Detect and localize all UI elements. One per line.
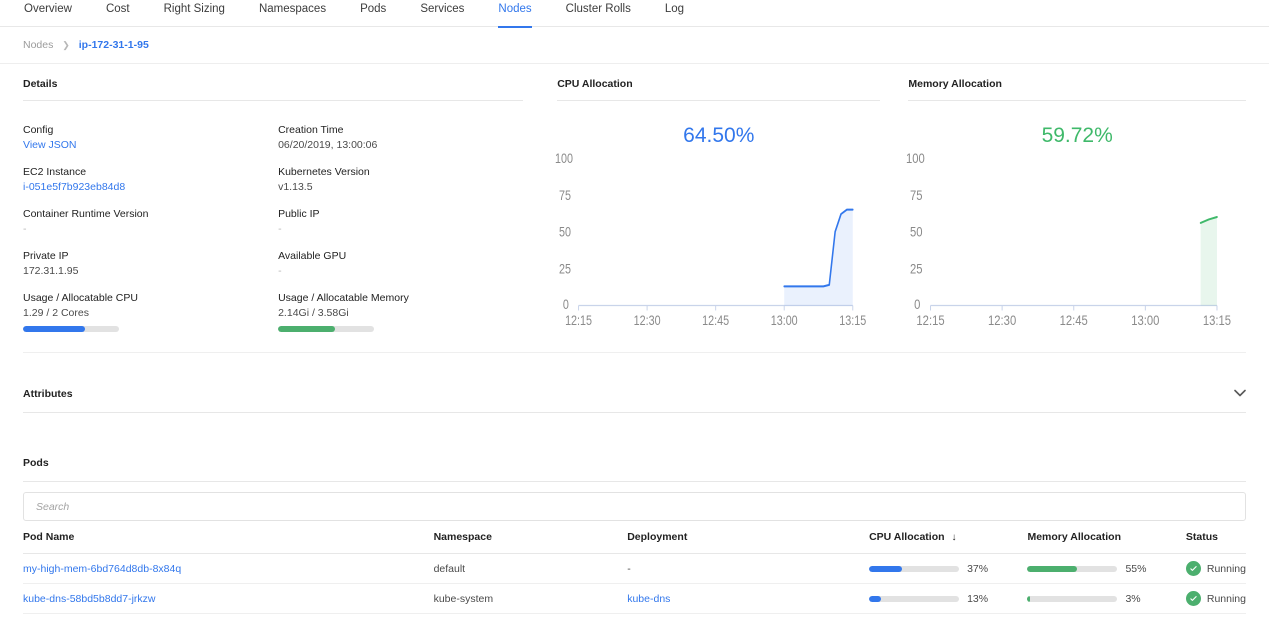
svg-text:50: 50 xyxy=(559,225,571,240)
svg-text:50: 50 xyxy=(910,225,923,240)
svg-text:12:30: 12:30 xyxy=(988,313,1016,328)
svg-text:25: 25 xyxy=(559,261,571,276)
svg-text:12:15: 12:15 xyxy=(565,313,592,328)
svg-text:12:30: 12:30 xyxy=(634,313,661,328)
svg-text:12:15: 12:15 xyxy=(917,313,945,328)
svg-text:75: 75 xyxy=(559,188,571,203)
svg-text:100: 100 xyxy=(906,151,925,166)
svg-text:13:15: 13:15 xyxy=(839,313,866,328)
svg-text:25: 25 xyxy=(910,262,923,277)
svg-text:13:00: 13:00 xyxy=(1132,313,1160,328)
svg-text:100: 100 xyxy=(555,151,573,166)
svg-text:0: 0 xyxy=(915,297,921,312)
svg-text:13:15: 13:15 xyxy=(1203,313,1231,328)
svg-text:12:45: 12:45 xyxy=(702,313,729,328)
svg-text:13:00: 13:00 xyxy=(771,313,798,328)
svg-text:0: 0 xyxy=(563,297,569,312)
svg-text:12:45: 12:45 xyxy=(1060,313,1088,328)
svg-text:75: 75 xyxy=(910,188,923,203)
